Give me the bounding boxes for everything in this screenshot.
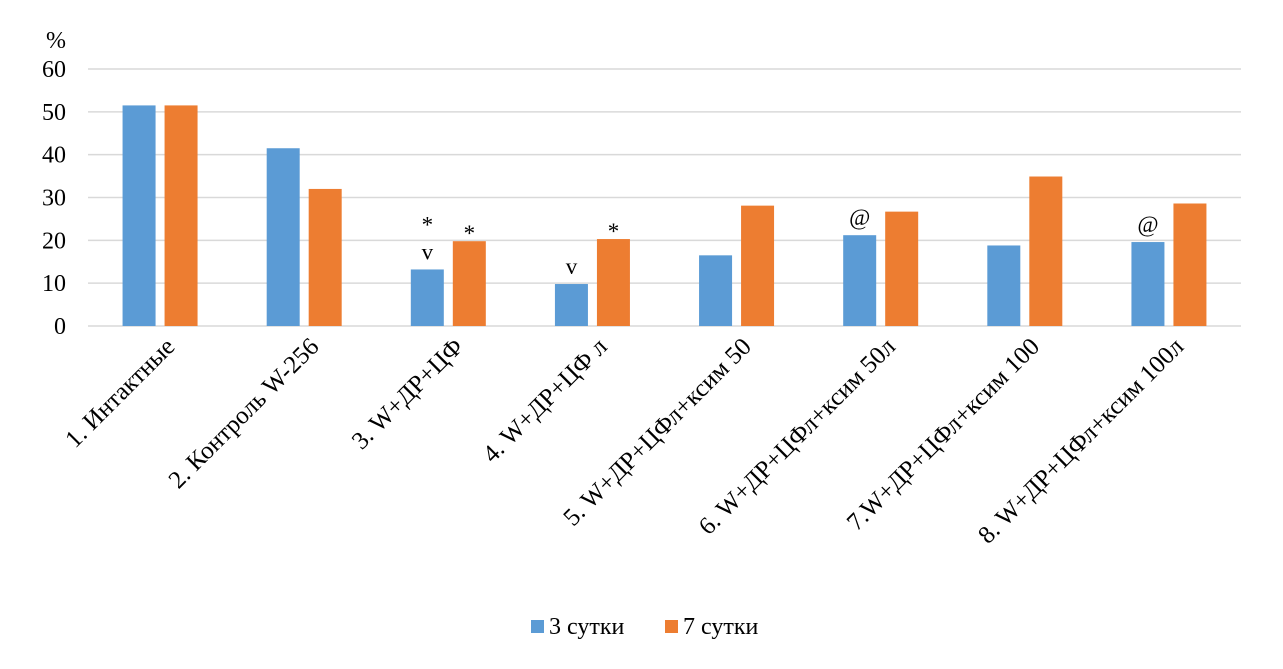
bar-day3-cat5 [699, 255, 733, 326]
y-tick-label: 20 [42, 228, 66, 254]
significance-marker: v [422, 239, 434, 264]
gridlines [88, 68, 1241, 327]
significance-marker: * [608, 219, 620, 244]
significance-annotations: *v*v*@ @ [422, 205, 1159, 279]
bar-day7-cat5 [741, 205, 775, 326]
significance-marker: * [422, 212, 434, 237]
bar-day7-cat6 [885, 211, 919, 326]
bar-day7-cat7 [1029, 176, 1063, 326]
x-category-label: 1. Интактные [60, 333, 180, 453]
bar-day7-cat2 [308, 188, 342, 326]
legend: 3 сутки 7 сутки [531, 614, 758, 640]
bar-day3-cat3 [410, 269, 444, 326]
y-tick-label: 60 [42, 57, 66, 83]
bar-day3-cat7 [987, 245, 1021, 326]
legend-swatch-day7 [665, 620, 678, 633]
legend-label-day3: 3 сутки [549, 614, 624, 640]
bar-day3-cat2 [266, 148, 300, 326]
bar-day3-cat8 [1131, 242, 1165, 326]
bar-day3-cat6 [843, 235, 877, 326]
y-tick-label: 40 [42, 143, 66, 169]
significance-marker: @ [1137, 212, 1158, 237]
bar-day3-cat1 [122, 105, 156, 327]
bar-day7-cat4 [596, 239, 630, 326]
bar-day7-cat3 [452, 241, 486, 326]
bar-day7-cat8 [1173, 203, 1207, 326]
bar-day7-cat1 [164, 105, 198, 327]
y-tick-label: 10 [42, 271, 66, 297]
y-tick-label: 50 [42, 100, 66, 126]
legend-label-day7: 7 сутки [683, 614, 758, 640]
bars [122, 105, 1207, 327]
x-category-label: 3. W+ДР+ЦФ [347, 333, 469, 455]
y-axis-unit-label: % [46, 28, 66, 54]
y-tick-label: 30 [42, 186, 66, 212]
y-tick-label: 0 [54, 314, 66, 340]
legend-swatch-day3 [531, 620, 544, 633]
bar-day3-cat4 [554, 284, 588, 326]
significance-marker: v [566, 254, 578, 279]
x-category-label: 4. W+ДР+ЦФ л [478, 333, 613, 468]
x-category-label: 2. Контроль W-256 [164, 333, 325, 494]
significance-marker: @ [849, 205, 870, 230]
significance-marker: * [464, 221, 476, 246]
y-axis-ticks: 0 10 20 30 40 50 60 [42, 57, 66, 340]
